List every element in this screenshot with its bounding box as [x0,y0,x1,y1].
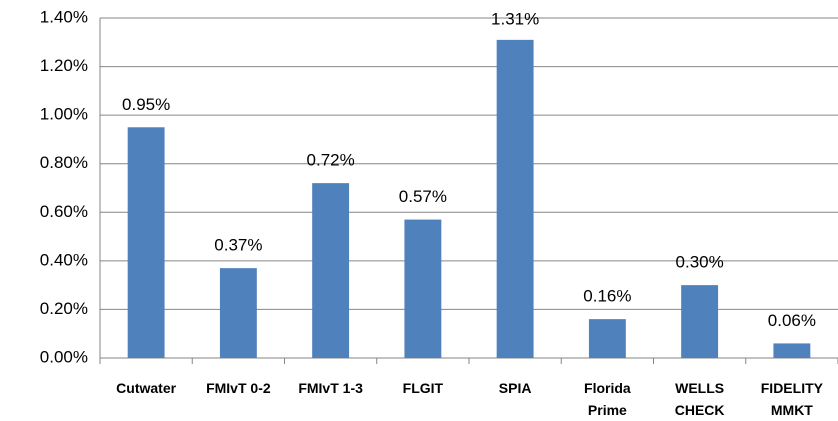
x-tick-label: Florida Prime [584,380,631,418]
x-tick-label-line: SPIA [499,380,532,396]
y-tick-label: 0.80% [40,153,88,172]
x-tick-label-line: WELLS [675,380,724,396]
data-label: 1.31% [491,9,539,28]
x-tick-label-line: Prime [588,402,627,418]
x-tick-label: FLGIT [403,380,444,396]
y-tick-label: 1.40% [40,7,88,26]
x-tick-label: FMIvT 1-3 [298,380,363,396]
data-label: 0.72% [307,151,355,170]
x-tick-label: FIDELITY MMKT [761,380,824,418]
x-tick-label-line: FMIvT 1-3 [298,380,363,396]
bar [127,127,165,359]
y-tick-label: 0.00% [40,347,88,366]
x-tick-label-line: MMKT [771,402,813,418]
x-tick-label: WELLS CHECK [675,380,725,418]
x-tick-label-line: FMIvT 0-2 [206,380,271,396]
y-tick-label: 0.60% [40,202,88,221]
bar [588,319,626,358]
x-tick-label-line: CHECK [675,402,725,418]
y-tick-label: 0.40% [40,250,88,269]
bar [773,343,811,358]
data-label: 0.37% [214,236,262,255]
x-tick-label: SPIA [499,380,532,396]
data-label: 0.06% [768,311,816,330]
x-tick-label-line: FIDELITY [761,380,824,396]
x-tick-label-line: FLGIT [403,380,444,396]
data-label: 0.57% [399,187,447,206]
data-label: 0.16% [583,287,631,306]
y-tick-label: 1.20% [40,56,88,75]
x-tick-label-line: Cutwater [116,380,176,396]
data-label: 0.30% [676,253,724,272]
bar [681,285,719,358]
x-tick-label: Cutwater [116,380,176,396]
y-tick-label: 1.00% [40,105,88,124]
x-tick-label-line: Florida [584,380,631,396]
x-tick-label: FMIvT 0-2 [206,380,271,396]
y-tick-label: 0.20% [40,299,88,318]
data-label: 0.95% [122,95,170,114]
bar [496,39,534,358]
bar [219,268,257,358]
bar [312,183,350,358]
bar [404,219,442,358]
